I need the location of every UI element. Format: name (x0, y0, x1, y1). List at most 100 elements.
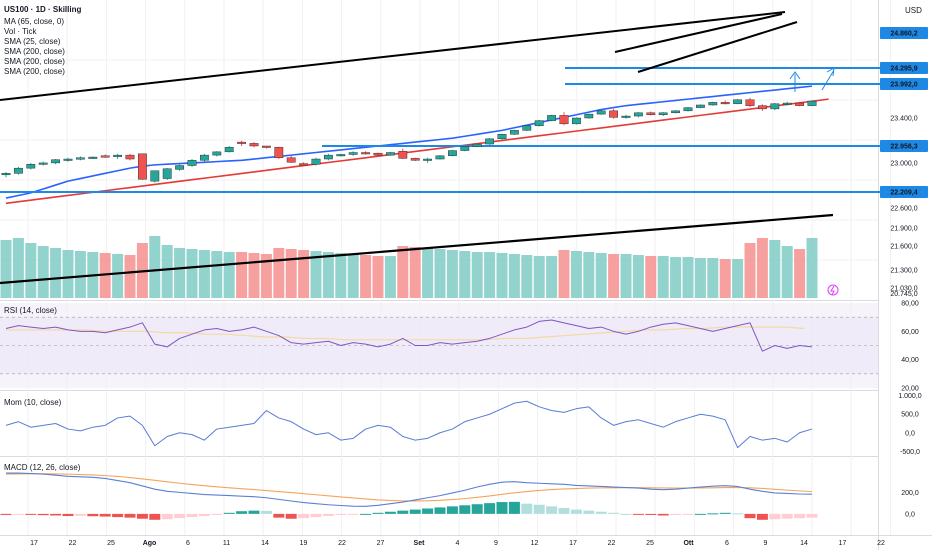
volume-bar (161, 245, 173, 298)
macd-histogram-bar (174, 513, 186, 519)
legend-macd[interactable]: MACD (12, 26, close) (4, 463, 81, 472)
volume-bar (608, 254, 620, 298)
mom-tick-label: -500,0 (900, 449, 920, 456)
volume-bar (409, 247, 421, 298)
volume-bar (273, 248, 285, 298)
candle-body (472, 143, 482, 147)
macd-histogram-bar (74, 513, 86, 516)
legend-sma200-c[interactable]: SMA (200, close) (4, 67, 65, 76)
legend-sma200-a[interactable]: SMA (200, close) (4, 47, 65, 56)
legend-ma65[interactable]: MA (65, close, 0) (4, 17, 65, 26)
macd-histogram-bar (422, 508, 434, 514)
macd-histogram-bar (496, 502, 508, 514)
candle-body (435, 155, 445, 160)
volume-bar (112, 254, 124, 298)
macd-histogram-bar (558, 507, 570, 514)
candle-body (584, 113, 594, 119)
volume-bar (632, 255, 644, 298)
candle-body (448, 150, 457, 156)
volume-bar (707, 258, 719, 298)
date-tick-label: Set (414, 540, 426, 547)
volume-bar (484, 252, 496, 298)
legend-volume[interactable]: Vol · Tick (4, 27, 37, 36)
volume-bar (744, 243, 756, 298)
rsi-pane (0, 316, 878, 375)
volume-bar (62, 250, 74, 298)
volume-bar (471, 252, 483, 298)
candle-body (547, 115, 557, 121)
macd-histogram-bar (484, 503, 496, 514)
macd-histogram-bar (546, 506, 558, 514)
candle-body (646, 112, 656, 115)
volume-bar (211, 251, 223, 298)
candle-body (634, 112, 643, 117)
time-axis: 17 22 25 Ago 6 11 14 19 22 27 Set 4 9 12 17 22 25 Ott 6 9 14… (0, 284, 932, 547)
macd-histogram-bar (12, 513, 24, 515)
candle-body (386, 152, 395, 156)
macd-histogram-bar (719, 512, 731, 514)
candle-body (671, 110, 681, 114)
candle-body (361, 152, 370, 155)
macd-histogram-bar (50, 513, 62, 516)
macd-histogram-bar (459, 505, 471, 514)
currency-label: USD (905, 6, 922, 15)
macd-histogram-bar (149, 513, 161, 520)
legend-rsi[interactable]: RSI (14, close) (4, 306, 57, 315)
volume-bar (670, 257, 682, 298)
candle-body (410, 158, 420, 161)
macd-histogram-bar (236, 511, 248, 514)
volume-bar (781, 246, 793, 298)
macd-histogram-bar (657, 513, 669, 516)
macd-histogram-bar (372, 512, 384, 514)
macd-histogram-bar (360, 513, 372, 515)
candle-body (373, 152, 383, 156)
macd-histogram-bar (446, 506, 458, 514)
legend-sma200-b[interactable]: SMA (200, close) (4, 57, 65, 66)
candle-body (770, 103, 780, 110)
candle-body (137, 153, 147, 180)
legend-sma25[interactable]: SMA (25, close) (4, 37, 61, 46)
volume-bar (533, 256, 545, 298)
candle-body (1, 173, 11, 176)
rsi-tick-label: 60,00 (901, 329, 919, 336)
arrow-up-icon (789, 71, 801, 92)
candle-body (311, 158, 321, 165)
price-tick-label: 21.600,0 (890, 244, 917, 251)
candle-body (212, 151, 222, 156)
ma65-line (5, 98, 829, 205)
volume-bar (546, 256, 558, 298)
volume-bar (446, 250, 458, 298)
volume-bar (756, 238, 768, 298)
price-badge-label: 22.956,3 (890, 144, 917, 151)
macd-histogram-bar (521, 503, 533, 514)
macd-histogram-bar (645, 513, 657, 515)
candle-body (150, 170, 160, 182)
symbol-title[interactable]: US100 · 1D · Skilling (4, 5, 82, 14)
candle-body (720, 102, 730, 105)
volume-trendline (0, 213, 834, 285)
date-tick-label: 6 (186, 540, 190, 547)
candle-body (237, 141, 246, 144)
volume-bar (595, 253, 607, 298)
date-tick-label: 22 (608, 540, 616, 547)
macd-histogram-bar (186, 513, 198, 518)
candle-body (696, 104, 705, 108)
candle-body (51, 159, 61, 164)
volume-bar (769, 240, 781, 298)
price-badge-label: 24.295,9 (890, 66, 917, 73)
macd-histogram-bar (794, 513, 806, 519)
candle-body (262, 145, 271, 148)
price-badge (880, 140, 928, 152)
candle-body (249, 143, 259, 147)
rsi-tick-label: 20,00 (901, 386, 919, 393)
candlesticks (1, 97, 817, 183)
macd-line (6, 472, 813, 507)
date-tick-label: 25 (646, 540, 654, 547)
legend-mom[interactable]: Mom (10, close) (4, 398, 62, 407)
macd-histogram-bar (744, 513, 756, 519)
candle-body (497, 134, 507, 140)
volume-bar (360, 255, 372, 298)
volume-bar (285, 249, 297, 298)
macd-histogram-bar (322, 513, 334, 517)
